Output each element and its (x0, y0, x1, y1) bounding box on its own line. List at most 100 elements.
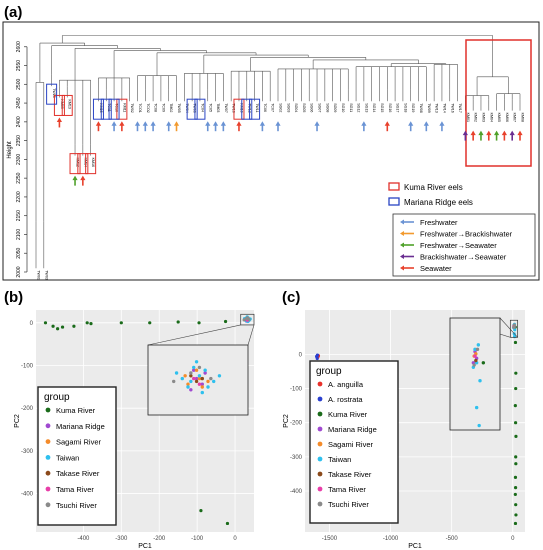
zoom-data-point (475, 347, 480, 352)
data-point (197, 321, 201, 325)
x-tick-label: -1000 (383, 536, 399, 542)
zoom-inset (147, 344, 249, 416)
data-point (51, 324, 55, 328)
data-point (72, 324, 76, 328)
zoom-connector (499, 317, 518, 338)
mariana-leaf-box (92, 98, 104, 120)
leaf-label: SG08 (325, 103, 329, 112)
leaf-label: SG06 (310, 103, 314, 112)
data-point (513, 340, 518, 345)
zoom-data-point (197, 382, 202, 386)
y-tick-label: 2350 (16, 135, 22, 146)
leaf-label: SG16 (388, 103, 392, 112)
y-tick-label: -400 (21, 492, 34, 498)
data-point (512, 323, 516, 327)
data-point (513, 486, 518, 490)
data-point (514, 462, 518, 466)
legend-label: Taiwan (328, 455, 351, 464)
y-tick-label: 2450 (16, 97, 22, 108)
zoom-data-point (189, 379, 193, 384)
legend-box (37, 386, 117, 526)
x-axis-title: PC1 (138, 543, 152, 550)
arrow-legend-box (392, 213, 536, 277)
migration-arrowhead (56, 117, 63, 122)
leaf-label: TW16 (450, 103, 454, 113)
migration-arrowhead (111, 121, 117, 126)
data-point (514, 503, 518, 507)
legend-label: Mariana Ridge (328, 425, 377, 434)
leaf-label: KM07 (513, 113, 517, 122)
zoom-data-point (474, 358, 478, 363)
legend-label: Mariana Ridge (56, 422, 105, 431)
legend-label: A. anguilla (328, 380, 364, 389)
data-point (89, 322, 93, 326)
leaf-label: TCO2 (146, 103, 150, 113)
pca-plot-b: -400 -300 -200 -100 0 -400 -300 -200 -100 0 PC1 PC2… (14, 310, 255, 550)
kuma-leaf-box (116, 98, 128, 120)
leaf-label: SG18 (403, 103, 407, 112)
zoom-data-point (194, 376, 199, 381)
leaf-label: KM05 (497, 113, 501, 122)
kuma-leaf-box (53, 94, 65, 116)
y-tick-label: 2200 (16, 191, 22, 202)
leaf-label: SG19 (411, 103, 415, 112)
zoom-data-point (477, 423, 481, 428)
zoom-data-point (197, 374, 202, 378)
legend-marker (317, 411, 323, 417)
legend-label: Tama River (56, 485, 94, 494)
legend-label: Tama River (328, 485, 366, 494)
data-point (148, 321, 152, 325)
zoom-data-point (473, 347, 477, 352)
zoom-data-point (200, 390, 204, 395)
leaf-label: KM04 (489, 113, 493, 122)
zoom-data-point (197, 365, 202, 370)
data-point (223, 319, 228, 324)
data-point (56, 327, 60, 331)
zoom-data-point (194, 379, 199, 384)
y-tick-label: 0 (30, 321, 34, 327)
mariana-leaf-box (46, 83, 58, 105)
legend-arrow-label: Seawater (420, 264, 452, 273)
zoom-source-box (509, 319, 519, 338)
data-point (85, 321, 89, 325)
data-point (514, 434, 518, 438)
legend-label: Tsuchi River (56, 501, 97, 510)
x-tick-label: -500 (446, 536, 459, 542)
zoom-data-point (186, 382, 190, 386)
panel-label-b: (b) (4, 289, 23, 306)
x-axis-title: PC1 (408, 543, 422, 550)
legend-label-kuma: Kuma River eels (404, 183, 463, 192)
data-point (242, 318, 246, 322)
legend-label: Taiwan (56, 453, 79, 462)
legend-marker (45, 423, 51, 429)
zoom-data-point (192, 376, 196, 381)
kuma-leaf-box (77, 153, 89, 175)
legend-label: Sagami River (328, 440, 374, 449)
leaf-label: SG12 (357, 103, 361, 112)
migration-arrowhead (134, 121, 141, 126)
data-point (513, 475, 518, 479)
migration-arrowhead (72, 175, 78, 181)
x-tick-label: -200 (153, 536, 166, 542)
legend-marker (45, 455, 51, 460)
legend-arrowhead (400, 265, 404, 271)
kuma-leaf-box (61, 94, 73, 116)
legend-marker (45, 470, 51, 476)
y-tick-label: 2600 (16, 41, 22, 52)
legend-arrow-label: Freshwater→Seawater (420, 241, 497, 250)
migration-arrowhead (212, 121, 219, 126)
zoom-data-point (481, 361, 486, 365)
legend-marker (45, 407, 51, 413)
panel-label-a: (a) (4, 4, 22, 21)
zoom-data-point (194, 360, 199, 364)
y-axis-title: Height (7, 141, 13, 159)
migration-arrowhead (150, 121, 156, 126)
legend-box-kuma (388, 182, 400, 191)
legend-label-mariana: Mariana Ridge eels (404, 198, 473, 207)
zoom-data-point (203, 371, 207, 375)
migration-arrowhead (408, 121, 414, 126)
kuma-leaf-box (85, 153, 97, 175)
mariana-leaf-box (186, 98, 198, 120)
zoom-data-point (200, 376, 204, 381)
